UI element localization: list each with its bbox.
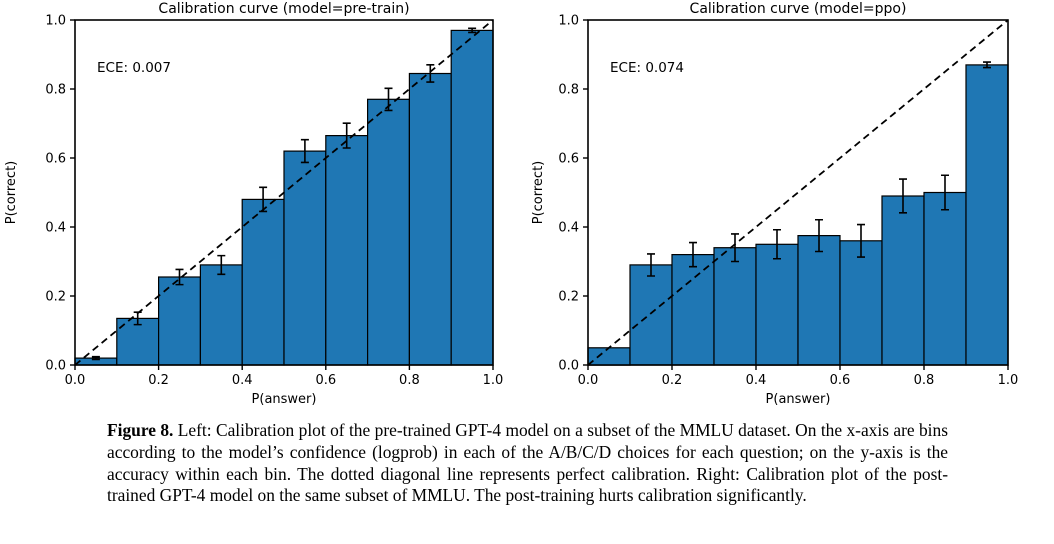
- calibration-bar-bin4: [199, 264, 243, 366]
- error-bar-bin7: [857, 223, 865, 258]
- calibration-bar-bin8: [881, 195, 925, 366]
- calibration-bar-bin4: [713, 247, 757, 366]
- calibration-bar-bin5: [241, 198, 285, 366]
- error-bar-bin1: [91, 355, 100, 361]
- x-tick-label: 0.0: [578, 373, 599, 388]
- error-bar-bin6: [300, 138, 309, 164]
- caption-text: Left: Calibration plot of the pre-traine…: [107, 420, 948, 506]
- error-bar-bin9: [941, 174, 949, 211]
- y-tick-label: 1.0: [45, 14, 66, 29]
- error-bar-bin10: [468, 27, 477, 34]
- error-bar-bin4: [217, 254, 226, 276]
- y-tick-label: 0.2: [558, 290, 579, 305]
- error-bar-bin6: [815, 218, 823, 253]
- y-tick-label: 1.0: [558, 14, 579, 29]
- y-tick-label: 0.4: [45, 221, 66, 236]
- calibration-bar-bin8: [367, 98, 411, 366]
- error-bar-bin7: [342, 122, 351, 149]
- chart-title: Calibration curve (model=ppo): [690, 1, 907, 17]
- x-axis-label: P(answer): [252, 392, 317, 407]
- calibration-chart-ppo: 0.0 0.2 0.4 0.6 0.8 1.0 0.0 0.2 0.4 0.6 0.8 1.0 Cali…: [531, 1, 1019, 407]
- x-tick-label: 0.8: [399, 373, 420, 388]
- error-bar-bin2: [647, 253, 655, 277]
- error-bar-bin3: [689, 241, 697, 268]
- figure-caption: Figure 8. Left: Calibration plot of the …: [107, 420, 948, 507]
- calibration-bar-bin5: [755, 243, 799, 366]
- y-axis-label: P(correct): [4, 161, 19, 225]
- calibration-bar-bin7: [325, 135, 369, 366]
- error-bar-bin2: [133, 311, 142, 326]
- calibration-bar-bin2: [629, 264, 673, 366]
- error-bar-bin8: [899, 178, 907, 214]
- x-tick-label: 1.0: [998, 373, 1019, 388]
- plot-frame: [74, 19, 494, 366]
- x-tick-label: 0.0: [65, 373, 86, 388]
- error-bar-bin5: [259, 186, 268, 213]
- error-bar-bin9: [426, 64, 435, 83]
- y-tick-label: 0.8: [558, 83, 579, 98]
- caption-label: Figure 8.: [107, 420, 174, 440]
- ece-annotation: ECE: 0.007: [97, 60, 171, 76]
- x-tick-label: 0.8: [914, 373, 935, 388]
- calibration-bar-bin9: [923, 191, 967, 366]
- plot-frame: [587, 19, 1009, 366]
- error-bar-bin8: [384, 87, 393, 112]
- chart-title: Calibration curve (model=pre-train): [158, 1, 409, 17]
- calibration-bar-bin9: [408, 72, 452, 366]
- y-axis-label: P(correct): [531, 161, 546, 225]
- x-tick-label: 0.2: [662, 373, 683, 388]
- perfect-calibration-line: [587, 19, 1009, 366]
- calibration-bar-bin10: [965, 64, 1009, 366]
- x-tick-label: 0.6: [315, 373, 336, 388]
- y-tick-label: 0.4: [558, 221, 579, 236]
- y-tick-label: 0.6: [45, 152, 66, 167]
- x-tick-label: 0.4: [746, 373, 767, 388]
- calibration-bar-bin6: [283, 150, 327, 366]
- x-axis-label: P(answer): [766, 392, 831, 407]
- y-tick-label: 0.8: [45, 83, 66, 98]
- y-tick-label: 0.2: [45, 290, 66, 305]
- x-tick-label: 1.0: [483, 373, 504, 388]
- calibration-chart-pretrain: 0.0 0.2 0.4 0.6 0.8 1.0 0.0 0.2 0.4 0.6 0.8 1.0 Cali…: [4, 1, 504, 407]
- y-tick-label: 0.0: [45, 359, 66, 374]
- x-tick-label: 0.6: [830, 373, 851, 388]
- error-bar-bin5: [773, 228, 781, 260]
- x-tick-label: 0.4: [232, 373, 253, 388]
- calibration-bar-bin6: [797, 235, 841, 366]
- error-bar-bin10: [983, 61, 991, 69]
- calibration-bar-bin3: [671, 254, 715, 366]
- y-tick-label: 0.6: [558, 152, 579, 167]
- ece-annotation: ECE: 0.074: [610, 60, 684, 76]
- error-bar-bin3: [175, 268, 184, 286]
- calibration-bar-bin1: [587, 347, 631, 366]
- perfect-calibration-line: [74, 19, 494, 366]
- calibration-bar-bin7: [839, 240, 883, 366]
- x-tick-label: 0.2: [148, 373, 169, 388]
- charts-row: 0.0 0.2 0.4 0.6 0.8 1.0 0.0 0.2 0.4 0.6 0.8 1.0 Cali…: [4, 1, 1019, 407]
- y-tick-label: 0.0: [558, 359, 579, 374]
- calibration-bar-bin10: [450, 29, 494, 366]
- error-bar-bin4: [731, 233, 739, 263]
